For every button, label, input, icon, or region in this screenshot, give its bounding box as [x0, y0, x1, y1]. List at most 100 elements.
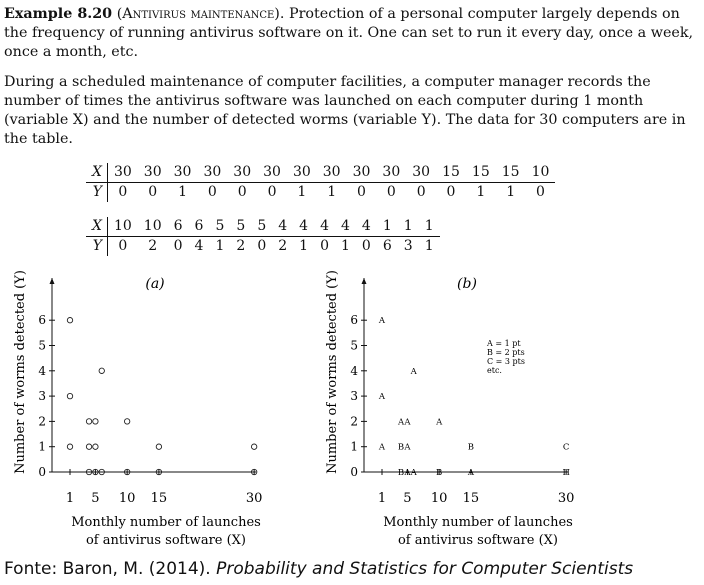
- caption-title: Probability and Statistics for Computer …: [216, 559, 634, 579]
- data-point: [66, 317, 74, 324]
- table-cell: 1: [397, 217, 419, 237]
- x-axis-label-line-1: Monthly number of launches: [383, 515, 573, 530]
- table-cell: 2: [278, 238, 288, 254]
- data-point-letter: A: [403, 468, 411, 478]
- table-cell: 0: [237, 184, 247, 200]
- table-cell: 5: [230, 217, 252, 237]
- data-point: [92, 468, 99, 476]
- table-cell: 30: [227, 163, 258, 183]
- table-cell: 30: [167, 163, 198, 183]
- data-point: [250, 468, 258, 476]
- legend-entry: etc.: [487, 366, 502, 375]
- table-cell: 4: [314, 217, 335, 237]
- table-cell: 6: [188, 217, 210, 237]
- table-cell: 30: [346, 163, 377, 183]
- data-point: [66, 443, 74, 450]
- y-axis-arrow: [361, 278, 367, 284]
- data-point: [85, 468, 93, 476]
- data-point: [155, 443, 163, 450]
- table-cell: 0: [446, 184, 456, 200]
- data-point-letter: B: [398, 443, 404, 453]
- table-cell: 15: [436, 163, 466, 183]
- y-tick-label: 5: [350, 339, 358, 353]
- x-tick-label: 15: [151, 491, 168, 506]
- table-cell: 0: [207, 184, 217, 200]
- y-tick-label: 2: [38, 414, 46, 428]
- y-tick-label: 4: [38, 364, 46, 378]
- table-cell: 4: [335, 217, 356, 237]
- table-cell: 4: [293, 217, 315, 237]
- data-point: [98, 367, 105, 374]
- table-cell: 10: [137, 217, 168, 237]
- row-label-y: Y: [86, 236, 108, 256]
- table-cell: 1: [341, 238, 350, 254]
- data-point: [66, 392, 74, 400]
- data-point: [85, 443, 93, 450]
- data-point: [85, 418, 93, 425]
- data-point-letter: C: [563, 443, 570, 453]
- table-cell: 1: [506, 184, 516, 200]
- table-cell: 1: [418, 217, 440, 237]
- table-cell: 1: [327, 184, 337, 200]
- x-axis-label-line-2: of antivirus software (X): [86, 533, 246, 548]
- y-tick-label: 3: [38, 389, 46, 403]
- table-cell: 5: [251, 217, 273, 237]
- table-cell: 0: [173, 238, 183, 254]
- y-tick-label: 4: [350, 364, 358, 378]
- row-label-y: Y: [86, 182, 108, 202]
- table-cell: 0: [118, 184, 128, 200]
- table-cell: 0: [416, 184, 426, 200]
- y-axis-label: Number of worms detected (Y): [13, 270, 28, 474]
- data-point-letter: A: [378, 443, 386, 453]
- table-cell: 1: [299, 238, 309, 254]
- data-point-letter: B: [398, 468, 404, 478]
- table-cell: 4: [272, 217, 294, 237]
- table-cell: 30: [197, 163, 228, 183]
- x-axis-label-line-1: Monthly number of launches: [71, 515, 261, 530]
- row-label-x: X: [86, 163, 108, 183]
- table-cell: 30: [406, 163, 437, 183]
- table-cell: 15: [495, 163, 526, 183]
- table-cell: 30: [107, 163, 138, 183]
- table-cell: 4: [194, 238, 204, 254]
- y-tick-label: 1: [38, 440, 46, 454]
- x-tick-label: 10: [119, 491, 136, 506]
- table-cell: 0: [267, 184, 277, 200]
- data-point-letter: A: [403, 443, 411, 453]
- example-text-1: Protection of a personal computer largel…: [4, 6, 694, 60]
- data-point-letter: A: [467, 468, 475, 478]
- y-tick-label: 2: [350, 414, 358, 428]
- table-cell: 30: [316, 163, 347, 183]
- legend-entry: B = 2 pts: [487, 348, 525, 357]
- y-tick-label: 6: [350, 313, 358, 327]
- table-cell: 6: [167, 217, 189, 237]
- y-tick-label: 1: [350, 440, 358, 454]
- y-tick-label: 0: [38, 465, 46, 479]
- table-cell: 0: [320, 238, 329, 254]
- data-point: [250, 443, 258, 450]
- table-cell: 30: [257, 163, 287, 183]
- table-row-x: X 30 30 30 30 30 30 30 30 30 30 30 15 15 15 10: [86, 163, 556, 183]
- table-cell: 1: [215, 238, 225, 254]
- y-axis-arrow: [49, 278, 55, 284]
- table-cell: 1: [476, 184, 486, 200]
- table-cell: 10: [107, 217, 138, 237]
- table-cell: 0: [118, 238, 128, 254]
- table-cell: 30: [286, 163, 317, 183]
- data-point: [124, 468, 131, 476]
- x-tick-label: 1: [66, 491, 74, 506]
- x-tick-label: 5: [91, 491, 99, 506]
- chart-title: (b): [457, 276, 477, 292]
- data-point-letter: A: [378, 392, 386, 402]
- example-paragraph-2: During a scheduled maintenance of comput…: [4, 74, 686, 147]
- x-axis-label-line-2: of antivirus software (X): [398, 533, 558, 548]
- x-tick-label: 15: [463, 491, 480, 506]
- table-cell: 0: [536, 184, 545, 200]
- table-cell: 0: [257, 238, 267, 254]
- table-cell: 10: [525, 163, 556, 183]
